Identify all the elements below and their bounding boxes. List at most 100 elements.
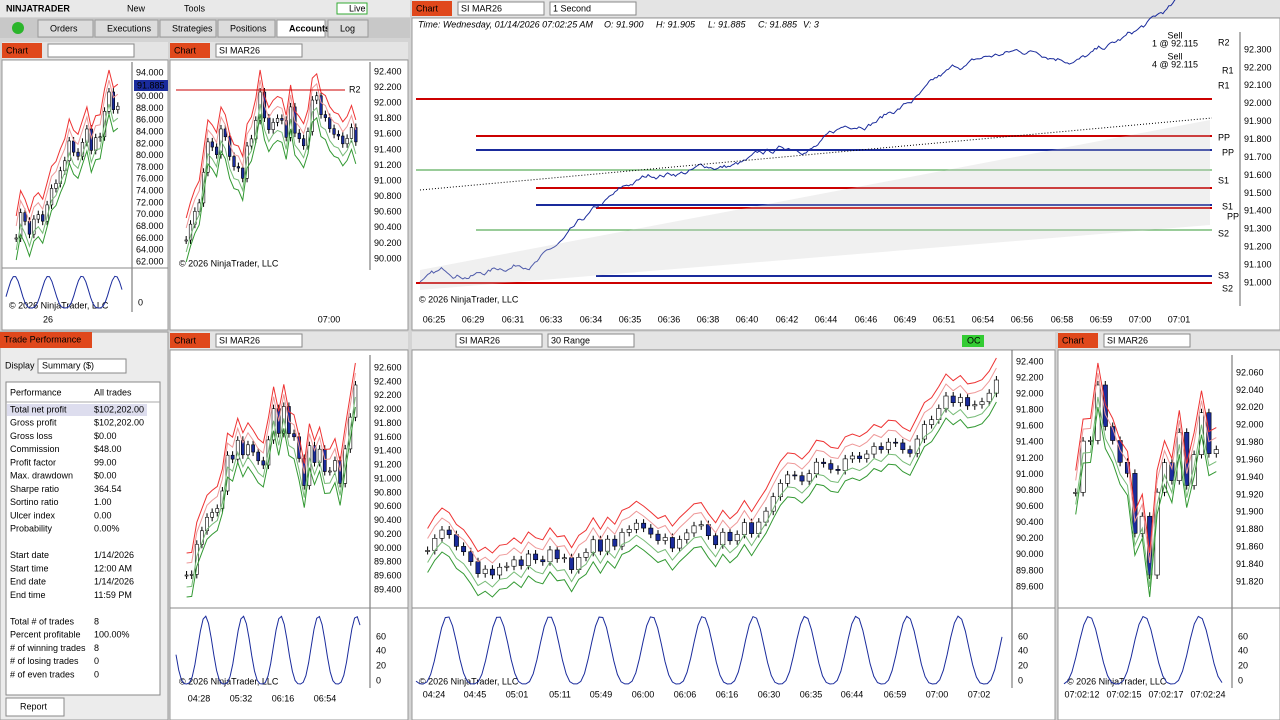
- instrument-select[interactable]: [215, 43, 303, 58]
- display-value[interactable]: Summary ($): [42, 360, 94, 370]
- row-value: $102,202.00: [94, 404, 144, 414]
- y-tick-label: 66.000: [136, 233, 164, 243]
- y-tick-label: 91.400: [1016, 437, 1044, 447]
- live-badge: [336, 2, 368, 15]
- instrument-select[interactable]: [47, 43, 135, 58]
- x-tick-label: 06:44: [815, 314, 838, 324]
- y-tick-label: 91.840: [1236, 559, 1264, 569]
- instrument[interactable]: SI MAR26: [461, 3, 502, 13]
- candle-body: [323, 114, 327, 118]
- row-value: 8: [94, 616, 99, 626]
- candle-body: [605, 538, 611, 552]
- instrument-select[interactable]: [457, 1, 545, 16]
- y-tick-label: 92.000: [374, 404, 402, 414]
- candle-body: [734, 534, 740, 542]
- tab[interactable]: [94, 19, 159, 38]
- row-label: # of even trades: [10, 669, 75, 679]
- instrument[interactable]: SI MAR26: [1107, 335, 1148, 345]
- row-label: End time: [10, 590, 46, 600]
- tab-label[interactable]: Positions: [230, 23, 267, 33]
- tab[interactable]: [327, 19, 369, 38]
- report-tab-label[interactable]: Report: [20, 701, 48, 711]
- y-tick-label: 64.000: [136, 245, 164, 255]
- instrument-select[interactable]: [455, 333, 543, 348]
- y-tick-label: 90.800: [374, 487, 402, 497]
- info-item: L: 91.885: [708, 19, 747, 29]
- y-tick-label: 91.800: [1244, 134, 1272, 144]
- candle-body: [864, 453, 870, 459]
- chart-tab: [1058, 333, 1098, 348]
- instrument[interactable]: SI MAR26: [459, 335, 500, 345]
- x-tick-label: 06:35: [619, 314, 642, 324]
- candle-body: [813, 461, 819, 475]
- tab-label[interactable]: Executions: [107, 23, 152, 33]
- candle-body: [547, 549, 553, 563]
- candle-body: [453, 534, 459, 547]
- interval[interactable]: 1 Second: [553, 3, 591, 13]
- candle-body: [1095, 384, 1101, 441]
- instrument[interactable]: SI MAR26: [219, 335, 260, 345]
- y-tick-label: 90.200: [1016, 533, 1044, 543]
- row-label: Gross profit: [10, 418, 57, 428]
- candle-body: [727, 531, 733, 542]
- candle-body: [979, 401, 985, 405]
- x-tick-label: 06:59: [1090, 314, 1113, 324]
- info-item: V: 3: [803, 19, 819, 29]
- tab-label[interactable]: Accounts: [289, 23, 330, 33]
- row-label: Profit factor: [10, 457, 56, 467]
- menu-item[interactable]: New: [127, 3, 146, 13]
- envelope-line: [427, 391, 997, 588]
- copyright: © 2026 NinjaTrader, LLC: [1067, 676, 1167, 686]
- tab-label[interactable]: Strategies: [172, 23, 213, 33]
- instrument-select[interactable]: [1103, 333, 1191, 348]
- x-tick-label: 06:38: [697, 314, 720, 324]
- candle-body: [885, 441, 891, 450]
- tab[interactable]: [217, 19, 276, 38]
- indicator-tick-label: 60: [376, 631, 386, 641]
- row-value: 8: [94, 643, 99, 653]
- tab[interactable]: [276, 19, 326, 38]
- tab[interactable]: [159, 19, 217, 38]
- candle-body: [792, 474, 798, 477]
- indicator-tick-label: 0: [1018, 675, 1023, 685]
- instrument[interactable]: SI MAR26: [219, 45, 260, 55]
- interval-select[interactable]: [547, 333, 635, 348]
- x-tick-label: 07:02:15: [1106, 689, 1141, 699]
- y-tick-label: 91.940: [1236, 472, 1264, 482]
- row-label: Ulcer index: [10, 510, 56, 520]
- x-tick-label: 07:02: [968, 689, 991, 699]
- candle-body: [705, 524, 711, 537]
- candle-body: [425, 550, 431, 552]
- candle-body: [349, 127, 354, 139]
- x-tick-label: 05:11: [549, 689, 571, 699]
- info-item: H: 91.905: [656, 19, 696, 29]
- y-tick-label: 92.020: [1236, 402, 1264, 412]
- y-tick-label: 89.600: [1016, 581, 1044, 591]
- x-tick-label: 04:24: [423, 689, 446, 699]
- tab-label[interactable]: Log: [340, 23, 355, 33]
- x-tick-label: 07:02:12: [1064, 689, 1099, 699]
- tab[interactable]: [37, 19, 94, 38]
- y-tick-label: 91.400: [1244, 206, 1272, 216]
- level-label: S1: [1218, 175, 1229, 185]
- row-value: 1/14/2026: [94, 577, 134, 587]
- y-tick-label: 91.700: [1244, 152, 1272, 162]
- indicator-line: [175, 615, 361, 685]
- interval[interactable]: 30 Range: [551, 335, 590, 345]
- candle-body: [194, 543, 199, 575]
- display-select[interactable]: [37, 358, 127, 374]
- candle-body: [641, 522, 647, 529]
- instrument-select[interactable]: [215, 333, 303, 348]
- interval-select[interactable]: [549, 1, 637, 16]
- report-tab[interactable]: [5, 697, 65, 717]
- candle-body: [842, 458, 848, 471]
- candle-body: [307, 445, 312, 486]
- row-label: # of winning trades: [10, 643, 86, 653]
- indicator-tick-label: 0: [376, 675, 381, 685]
- regression-band: [420, 120, 1210, 290]
- tab-label[interactable]: Orders: [50, 23, 78, 33]
- menu-item[interactable]: Tools: [184, 3, 206, 13]
- y-tick-label: 82.000: [136, 138, 164, 148]
- candle-body: [893, 441, 899, 444]
- row-label: Start date: [10, 550, 49, 560]
